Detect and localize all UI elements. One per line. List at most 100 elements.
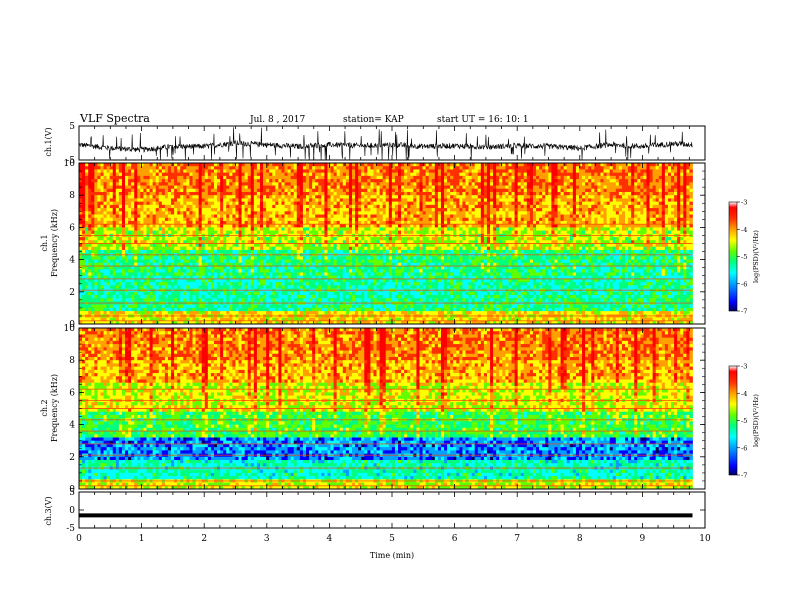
spectrogram-cell: [432, 176, 435, 180]
spectrogram-cell: [281, 176, 284, 180]
spectrogram-cell: [389, 237, 392, 241]
spectrogram-cell: [426, 227, 429, 231]
spectrogram-cell: [272, 231, 275, 235]
spectrogram-cell: [591, 231, 594, 235]
spectrogram-cell: [686, 218, 689, 222]
spectrogram-cell: [631, 176, 634, 180]
spectrogram-cell: [524, 192, 527, 196]
spectrogram-cell: [499, 186, 502, 190]
spectrogram-cell: [229, 202, 232, 206]
spectrogram-cell: [484, 218, 487, 222]
spectrogram-cell: [475, 218, 478, 222]
spectrogram-cell: [364, 218, 367, 222]
spectrogram-cell: [600, 179, 603, 183]
spectrogram-cell: [625, 218, 628, 222]
spectrogram-cell: [239, 237, 242, 241]
spectrogram-cell: [300, 208, 303, 212]
spectrogram-cell: [189, 208, 192, 212]
spectrogram-cell: [343, 182, 346, 186]
spectrogram-cell: [594, 189, 597, 193]
spectrogram-cell: [361, 166, 364, 170]
spectrogram-cell: [429, 227, 432, 231]
spectrogram-cell: [558, 173, 561, 177]
spectrogram-cell: [527, 195, 530, 199]
spectrogram-cell: [134, 211, 137, 215]
spectrogram-cell: [637, 224, 640, 228]
spectrogram-cell: [582, 176, 585, 180]
spectrogram-cell: [334, 215, 337, 219]
spectrogram-cell: [380, 231, 383, 235]
spectrogram-cell: [512, 169, 515, 173]
spectrogram-cell: [168, 186, 171, 190]
spectrogram-cell: [165, 182, 168, 186]
spectrogram-cell: [370, 163, 373, 167]
spectrogram-cell: [493, 208, 496, 212]
spectrogram-cell: [232, 189, 235, 193]
spectrogram-cell: [150, 205, 153, 209]
spectrogram-cell: [122, 195, 125, 199]
spectrogram-cell: [189, 182, 192, 186]
spectrogram-cell: [444, 224, 447, 228]
spectrogram-cell: [275, 205, 278, 209]
spectrogram-cell: [616, 176, 619, 180]
spectrogram-cell: [512, 189, 515, 193]
spectrogram-cell: [539, 211, 542, 215]
spectrogram-cell: [205, 195, 208, 199]
spectrogram-cell: [91, 205, 94, 209]
spectrogram-cell: [447, 202, 450, 206]
spectrogram-cell: [352, 215, 355, 219]
spectrogram-cell: [533, 195, 536, 199]
spectrogram-cell: [435, 215, 438, 219]
spectrogram-cell: [616, 198, 619, 202]
spectrogram-cell: [558, 186, 561, 190]
spectrogram-cell: [79, 205, 82, 209]
spectrogram-cell: [413, 169, 416, 173]
spectrogram-cell: [306, 215, 309, 219]
spectrogram-cell: [343, 166, 346, 170]
spectrogram-cell: [429, 176, 432, 180]
spectrogram-cell: [558, 205, 561, 209]
spectrogram-cell: [91, 218, 94, 222]
spectrogram-cell: [358, 215, 361, 219]
spectrogram-cell: [576, 198, 579, 202]
spectrogram-cell: [646, 173, 649, 177]
spectrogram-cell: [235, 208, 238, 212]
spectrogram-cell: [524, 198, 527, 202]
spectrogram-cell: [288, 224, 291, 228]
spectrogram-cell: [180, 163, 183, 167]
spectrogram-cell: [646, 224, 649, 228]
spectrogram-cell: [561, 218, 564, 222]
spectrogram-cell: [107, 182, 110, 186]
spectrogram-cell: [392, 192, 395, 196]
spectrogram-cell: [640, 205, 643, 209]
spectrogram-cell: [165, 224, 168, 228]
spectrogram-cell: [588, 186, 591, 190]
spectrogram-cell: [82, 179, 85, 183]
spectrogram-cell: [196, 189, 199, 193]
spectrogram-cell: [269, 186, 272, 190]
spectrogram-cell: [217, 202, 220, 206]
spectrogram-cell: [162, 179, 165, 183]
spectrogram-cell: [610, 215, 613, 219]
spectrogram-cell: [94, 176, 97, 180]
spectrogram-cell: [561, 198, 564, 202]
spectrogram-cell: [646, 215, 649, 219]
spectrogram-cell: [407, 202, 410, 206]
spectrogram-cell: [171, 198, 174, 202]
spectrogram-cell: [223, 179, 226, 183]
spectrogram-cell: [459, 176, 462, 180]
spectrogram-cell: [671, 173, 674, 177]
spectrogram-cell: [625, 211, 628, 215]
spectrogram-cell: [294, 211, 297, 215]
spectrogram-cell: [570, 195, 573, 199]
spectrogram-cell: [585, 189, 588, 193]
spectrogram-cell: [456, 189, 459, 193]
spectrogram-cell: [401, 179, 404, 183]
spectrogram-cell: [619, 182, 622, 186]
spectrogram-cell: [515, 198, 518, 202]
spectrogram-cell: [613, 205, 616, 209]
spectrogram-cell: [686, 224, 689, 228]
spectrogram-cell: [242, 205, 245, 209]
spectrogram-cell: [364, 237, 367, 241]
